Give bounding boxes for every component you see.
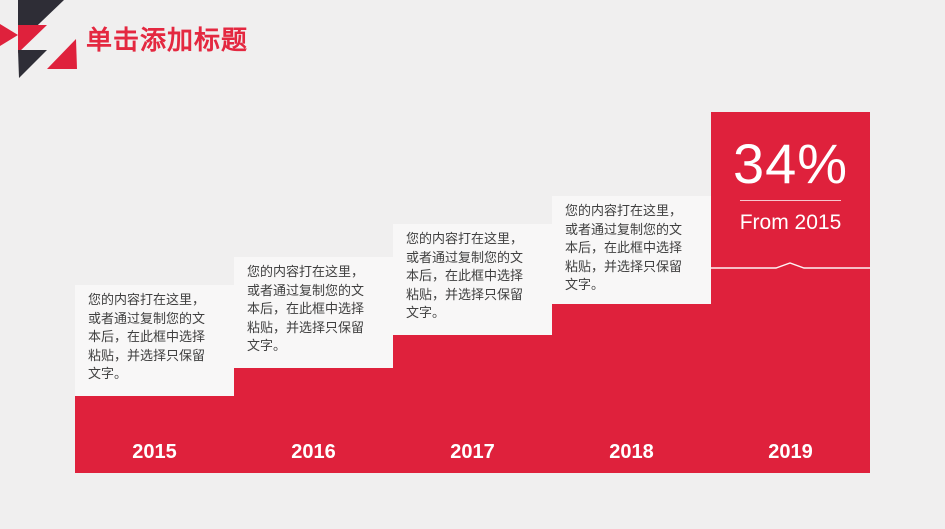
step-bar-2018 — [552, 304, 711, 473]
step-card-2016: 您的内容打在这里， 或者通过复制您的文 本后，在此框中选择 粘贴，并选择只保留 … — [234, 257, 393, 368]
percent-divider — [740, 200, 841, 201]
step-card-2018: 您的内容打在这里， 或者通过复制您的文 本后，在此框中选择 粘贴，并选择只保留 … — [552, 196, 711, 304]
step-description-2018: 您的内容打在这里， 或者通过复制您的文 本后，在此框中选择 粘贴，并选择只保留 … — [565, 203, 683, 292]
slide-title: 单击添加标题 — [86, 25, 249, 55]
highlight-percent: 34% — [732, 132, 849, 195]
step-description-2016: 您的内容打在这里， 或者通过复制您的文 本后，在此框中选择 粘贴，并选择只保留 … — [247, 264, 365, 353]
year-label-2016: 2016 — [291, 441, 336, 463]
step-bar-2015 — [75, 396, 234, 473]
level-marker-line — [711, 262, 870, 269]
year-label-2017: 2017 — [450, 441, 495, 463]
highlight-caption: From 2015 — [739, 211, 842, 234]
triangles-logo-icon — [0, 0, 77, 78]
step-description-2015: 您的内容打在这里， 或者通过复制您的文 本后，在此框中选择 粘贴，并选择只保留 … — [88, 292, 206, 381]
step-card-2015: 您的内容打在这里， 或者通过复制您的文 本后，在此框中选择 粘贴，并选择只保留 … — [75, 285, 234, 396]
step-bar-2017 — [393, 335, 552, 473]
year-label-2019: 2019 — [768, 441, 813, 463]
year-label-2015: 2015 — [132, 441, 177, 463]
step-description-2017: 您的内容打在这里， 或者通过复制您的文 本后，在此框中选择 粘贴，并选择只保留 … — [406, 231, 524, 320]
step-bar-2019: 34% From 2015 — [711, 112, 870, 473]
year-label-2018: 2018 — [609, 441, 654, 463]
step-card-2017: 您的内容打在这里， 或者通过复制您的文 本后，在此框中选择 粘贴，并选择只保留 … — [393, 224, 552, 335]
step-bar-2016 — [234, 368, 393, 473]
